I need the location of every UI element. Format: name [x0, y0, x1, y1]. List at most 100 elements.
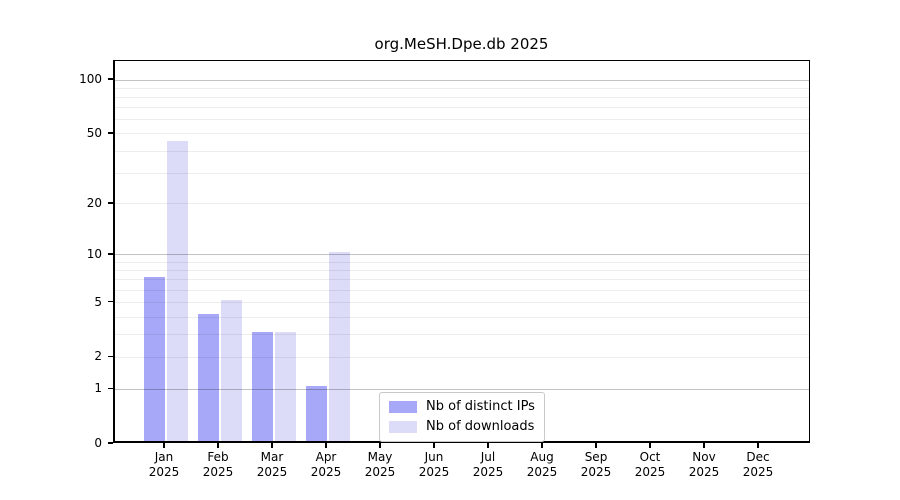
minor-gridline-40: [115, 150, 809, 152]
x-tick-label-jun: Jun 2025: [404, 450, 464, 480]
y-tick-label-5: 5: [94, 294, 102, 309]
minor-gridline-60: [115, 119, 809, 121]
legend-item-downloads: Nb of downloads: [389, 419, 535, 435]
x-tick-year: 2025: [256, 465, 288, 479]
x-tick-mark-jul: [487, 443, 489, 448]
x-tick-label-apr: Apr 2025: [296, 450, 356, 480]
major-gridline-1: [115, 388, 809, 390]
x-tick-year: 2025: [364, 465, 396, 479]
x-tick-year: 2025: [418, 465, 450, 479]
chart-title: org.MeSH.Dpe.db 2025: [374, 35, 549, 53]
y-tick-mark-50: [108, 132, 113, 134]
x-tick-month: Oct: [639, 450, 661, 464]
x-tick-mark-jun: [433, 443, 435, 448]
y-tick-mark-10: [108, 253, 113, 255]
x-tick-year: 2025: [148, 465, 180, 479]
legend-item-distinct-ips: Nb of distinct IPs: [389, 399, 535, 415]
x-tick-mark-nov: [703, 443, 705, 448]
bar-downloads-apr: [329, 251, 350, 441]
minor-gridline-90: [115, 87, 809, 89]
minor-gridline-8: [115, 270, 809, 272]
y-tick-mark-5: [108, 300, 113, 303]
x-tick-month: Feb: [207, 450, 229, 464]
legend-label-downloads: Nb of downloads: [426, 419, 535, 434]
y-tick-label-10: 10: [86, 246, 102, 261]
bar-downloads-jan: [167, 140, 188, 441]
x-tick-label-sep: Sep 2025: [566, 450, 626, 480]
y-tick-mark-20: [108, 202, 113, 204]
x-tick-mark-sep: [595, 443, 597, 448]
x-tick-mark-may: [379, 443, 381, 448]
bar-downloads-mar: [275, 331, 296, 441]
minor-gridline-6: [115, 290, 809, 292]
bar-downloads-feb: [221, 299, 242, 441]
x-tick-month: Nov: [692, 450, 716, 464]
y-tick-label-2: 2: [94, 349, 102, 364]
legend-swatch-downloads: [389, 421, 417, 433]
x-tick-year: 2025: [688, 465, 720, 479]
legend-label-distinct-ips: Nb of distinct IPs: [426, 399, 535, 414]
x-tick-mark-apr: [325, 443, 327, 448]
legend-swatch-distinct-ips: [389, 401, 417, 413]
bar-ips-mar: [252, 331, 273, 441]
x-tick-month: Jan: [154, 450, 174, 464]
minor-gridline-7: [115, 279, 809, 281]
minor-gridline-80: [115, 96, 809, 98]
x-tick-label-jul: Jul 2025: [458, 450, 518, 480]
bar-ips-feb: [198, 314, 219, 441]
minor-gridline-20: [115, 203, 809, 205]
minor-gridline-5: [115, 302, 809, 304]
major-gridline-10: [115, 254, 809, 256]
x-tick-year: 2025: [580, 465, 612, 479]
y-tick-label-20: 20: [86, 195, 102, 210]
x-tick-label-feb: Feb 2025: [188, 450, 248, 480]
x-tick-month: Apr: [315, 450, 337, 464]
x-tick-month: Aug: [530, 450, 554, 464]
minor-gridline-3: [115, 334, 809, 336]
x-tick-mark-feb: [217, 443, 219, 448]
x-tick-mark-dec: [757, 443, 759, 448]
x-tick-label-dec: Dec 2025: [728, 450, 788, 480]
major-gridline-100: [115, 79, 809, 81]
x-tick-month: Sep: [584, 450, 608, 464]
x-tick-year: 2025: [742, 465, 774, 479]
minor-gridline-50: [115, 133, 809, 135]
plot-area: Nb of distinct IPs Nb of downloads: [113, 60, 810, 443]
x-tick-label-may: May 2025: [350, 450, 410, 480]
x-tick-label-oct: Oct 2025: [620, 450, 680, 480]
x-tick-year: 2025: [634, 465, 666, 479]
y-tick-mark-100: [108, 78, 113, 80]
x-tick-month: Jul: [480, 450, 496, 464]
minor-gridline-70: [115, 107, 809, 109]
legend: Nb of distinct IPs Nb of downloads: [379, 392, 545, 442]
y-tick-label-1: 1: [94, 381, 102, 396]
bar-ips-apr: [306, 386, 327, 441]
x-tick-mark-mar: [271, 443, 273, 448]
bars-layer: [115, 61, 809, 441]
x-tick-year: 2025: [526, 465, 558, 479]
grid-layer: [115, 61, 809, 441]
x-tick-year: 2025: [472, 465, 504, 479]
x-tick-label-nov: Nov 2025: [674, 450, 734, 480]
x-tick-label-mar: Mar 2025: [242, 450, 302, 480]
minor-gridline-9: [115, 261, 809, 263]
y-tick-label-100: 100: [79, 72, 102, 86]
x-tick-month: May: [367, 450, 393, 464]
x-tick-mark-aug: [541, 443, 543, 448]
y-tick-label-50: 50: [86, 125, 102, 140]
y-tick-mark-0: [108, 442, 113, 444]
x-tick-month: Mar: [260, 450, 284, 464]
minor-gridline-2: [115, 356, 809, 358]
x-tick-mark-oct: [649, 443, 651, 448]
x-tick-month: Dec: [746, 450, 770, 464]
x-tick-month: Jun: [424, 450, 444, 464]
y-tick-mark-2: [108, 355, 113, 358]
x-tick-year: 2025: [310, 465, 342, 479]
y-tick-label-0: 0: [94, 436, 102, 450]
x-tick-label-jan: Jan 2025: [134, 450, 194, 480]
minor-gridline-30: [115, 172, 809, 174]
y-tick-mark-1: [108, 387, 113, 390]
bar-ips-jan: [144, 277, 165, 441]
x-tick-mark-jan: [163, 443, 165, 448]
